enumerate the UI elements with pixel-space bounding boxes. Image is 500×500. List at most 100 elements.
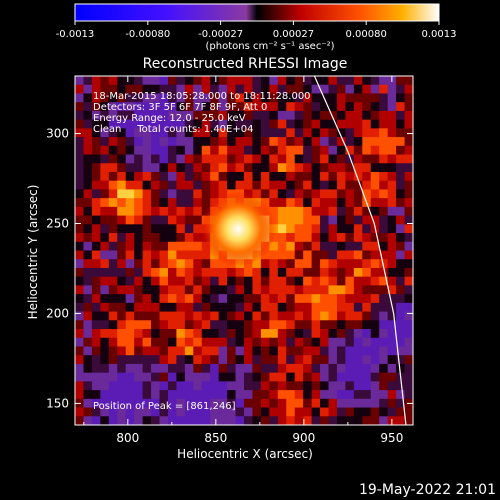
image-pixel [336, 145, 346, 156]
image-pixel [362, 259, 372, 269]
image-pixel [83, 76, 93, 86]
image-pixel [277, 363, 287, 374]
image-pixel [370, 346, 380, 356]
image-pixel [286, 302, 296, 313]
image-pixel [277, 346, 287, 356]
image-pixel [91, 137, 101, 147]
image-pixel [235, 163, 245, 173]
image-pixel [303, 320, 313, 330]
image-pixel [260, 171, 270, 182]
image-pixel [244, 276, 254, 286]
image-pixel [320, 390, 330, 400]
image-pixel [142, 250, 152, 260]
image-pixel [387, 163, 397, 173]
image-pixel [320, 110, 330, 121]
image-pixel [134, 363, 144, 374]
image-pixel [184, 137, 194, 147]
image-pixel [387, 276, 397, 286]
image-pixel [142, 416, 152, 425]
image-pixel [345, 363, 355, 374]
image-pixel [294, 224, 304, 234]
image-pixel [117, 198, 127, 208]
image-pixel [151, 233, 161, 243]
image-pixel [218, 302, 228, 313]
image-pixel [404, 337, 413, 348]
image-pixel [370, 276, 380, 286]
image-pixel [159, 76, 169, 86]
image-pixel [336, 398, 346, 409]
image-pixel [345, 294, 355, 304]
image-pixel [303, 171, 313, 182]
image-pixel [370, 84, 380, 95]
image-pixel [269, 137, 279, 147]
image-pixel [328, 398, 338, 409]
image-pixel [303, 76, 313, 86]
image-pixel [201, 337, 211, 348]
image-pixel [328, 320, 338, 330]
image-pixel [404, 250, 413, 260]
image-pixel [336, 416, 346, 425]
image-pixel [260, 137, 270, 147]
image-pixel [353, 337, 363, 348]
image-pixel [260, 189, 270, 199]
image-pixel [303, 294, 313, 304]
image-pixel [362, 329, 372, 339]
image-pixel [201, 346, 211, 356]
image-pixel [286, 285, 296, 295]
image-pixel [277, 259, 287, 269]
image-pixel [83, 189, 93, 199]
image-pixel [117, 285, 127, 295]
image-pixel [227, 267, 237, 278]
image-pixel [142, 390, 152, 400]
image-pixel [404, 241, 413, 252]
image-pixel [387, 110, 397, 121]
image-pixel [277, 250, 287, 260]
image-pixel [396, 93, 406, 103]
image-pixel [176, 294, 186, 304]
image-pixel [201, 76, 211, 86]
image-pixel [125, 329, 135, 339]
image-pixel [396, 137, 406, 147]
image-pixel [151, 102, 161, 112]
image-pixel [370, 407, 380, 417]
image-pixel [294, 76, 304, 86]
image-pixel [345, 180, 355, 191]
image-pixel [201, 171, 211, 182]
image-pixel [260, 302, 270, 313]
image-pixel [125, 250, 135, 260]
image-pixel [151, 372, 161, 382]
image-pixel [100, 76, 110, 86]
image-pixel [210, 93, 220, 103]
image-pixel [159, 171, 169, 182]
image-pixel [286, 180, 296, 191]
image-pixel [320, 84, 330, 95]
image-pixel [100, 390, 110, 400]
image-pixel [387, 93, 397, 103]
image-pixel [286, 215, 296, 225]
image-pixel [83, 407, 93, 417]
image-pixel [210, 416, 220, 425]
image-pixel [370, 189, 380, 199]
image-pixel [328, 171, 338, 182]
image-pixel [370, 76, 380, 86]
image-pixel [125, 233, 135, 243]
image-pixel [167, 381, 177, 391]
image-pixel [396, 206, 406, 217]
image-pixel [396, 259, 406, 269]
image-pixel [167, 416, 177, 425]
image-pixel [311, 311, 321, 321]
image-pixel [396, 224, 406, 234]
image-pixel [353, 320, 363, 330]
image-pixel [404, 206, 413, 217]
image-pixel [345, 381, 355, 391]
image-pixel [125, 302, 135, 313]
image-pixel [117, 294, 127, 304]
image-pixel [235, 119, 245, 129]
image-pixel [328, 390, 338, 400]
annotation-clean: Clean Total counts: 1.40E+04 [93, 124, 253, 135]
image-pixel [336, 372, 346, 382]
image-pixel [75, 93, 85, 103]
image-pixel [117, 154, 127, 164]
image-pixel [201, 390, 211, 400]
image-pixel [328, 241, 338, 252]
